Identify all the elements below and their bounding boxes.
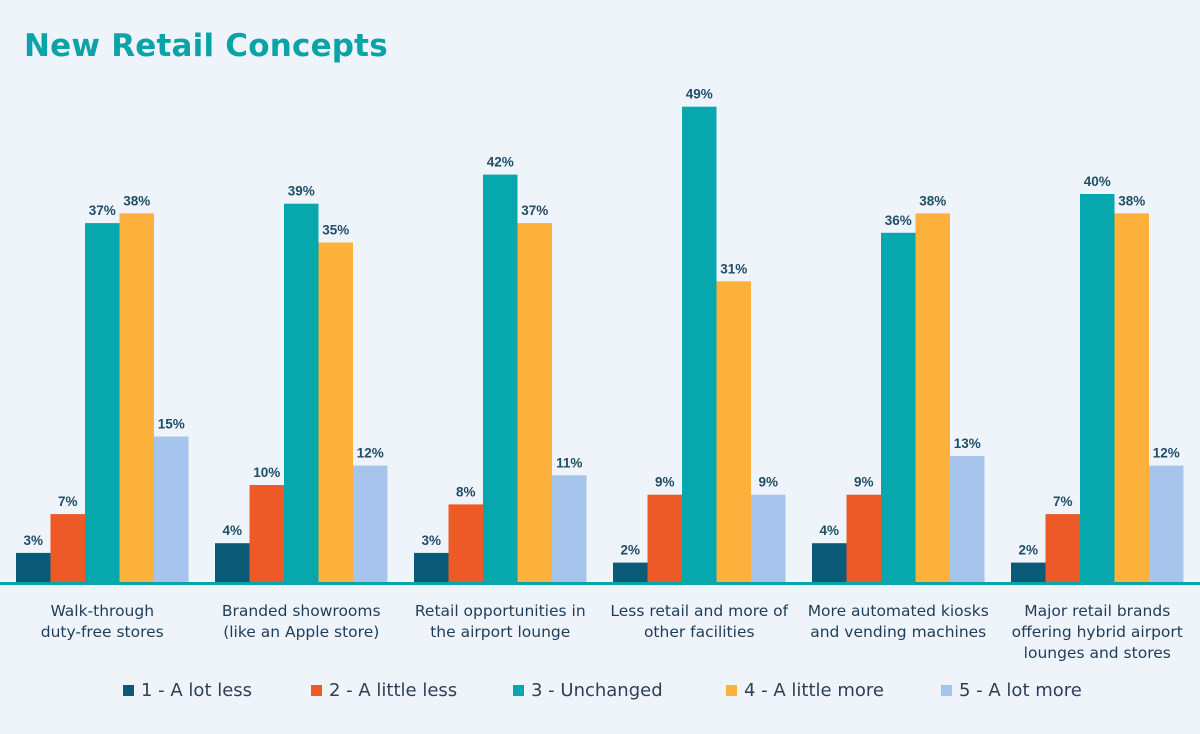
category-label: Major retail brands (1024, 602, 1170, 620)
bar (613, 562, 648, 582)
category-label: the airport lounge (430, 623, 570, 641)
data-label: 13% (954, 436, 981, 451)
data-label: 9% (655, 475, 675, 490)
bar (716, 281, 751, 582)
bar (751, 494, 786, 582)
category-label: Retail opportunities in (415, 602, 586, 620)
bar (50, 514, 85, 582)
bar (1114, 213, 1149, 582)
data-label: 4% (819, 523, 839, 538)
legend-label: 5 - A lot more (959, 680, 1082, 701)
data-label: 10% (253, 465, 280, 480)
bar (85, 223, 120, 582)
category-label: lounges and stores (1024, 644, 1171, 662)
x-axis-line (0, 582, 1200, 585)
bar (881, 232, 916, 583)
data-label: 7% (58, 494, 78, 509)
legend-swatch (513, 685, 524, 696)
legend-label: 4 - A little more (744, 680, 884, 701)
data-label: 42% (487, 155, 514, 170)
bar (1149, 465, 1184, 582)
data-label: 12% (357, 446, 384, 461)
bar (915, 213, 950, 582)
category-label: and vending machines (810, 623, 986, 641)
data-label: 35% (322, 223, 349, 238)
bar (846, 494, 881, 582)
data-label: 31% (720, 261, 747, 276)
bar (1011, 562, 1046, 582)
legend-label: 2 - A little less (329, 680, 458, 701)
data-label: 49% (686, 87, 713, 102)
legend-label: 3 - Unchanged (531, 680, 663, 701)
bar (448, 504, 483, 582)
bar (249, 485, 284, 582)
data-label: 9% (758, 475, 778, 490)
data-label: 11% (556, 455, 582, 470)
bar (682, 106, 717, 582)
data-label: 4% (222, 523, 242, 538)
bar (16, 552, 51, 582)
bar (517, 223, 552, 582)
bar (318, 242, 353, 582)
data-label: 38% (919, 193, 946, 208)
category-label: duty-free stores (41, 623, 164, 641)
category-label: Walk-through (50, 602, 154, 620)
legend-item: 1 - A lot less (123, 680, 252, 701)
data-label: 8% (456, 484, 476, 499)
legend-item: 3 - Unchanged (513, 680, 663, 701)
data-label: 3% (421, 533, 441, 548)
bar (414, 552, 449, 582)
chart-title: New Retail Concepts (24, 28, 388, 64)
bar (1080, 194, 1115, 582)
legend-item: 5 - A lot more (941, 680, 1082, 701)
bar (647, 494, 682, 582)
legend-swatch (726, 685, 737, 696)
data-label: 12% (1153, 446, 1180, 461)
bar (1045, 514, 1080, 582)
category-label: (like an Apple store) (223, 623, 379, 641)
legend-item: 4 - A little more (726, 680, 884, 701)
data-label: 7% (1053, 494, 1073, 509)
data-label: 38% (123, 193, 150, 208)
data-label: 36% (885, 213, 912, 228)
bar (483, 174, 518, 582)
legend-swatch (941, 685, 952, 696)
data-label: 40% (1084, 174, 1111, 189)
bar (215, 543, 250, 582)
data-label: 2% (1018, 543, 1038, 558)
bar (812, 543, 847, 582)
data-label: 9% (854, 475, 874, 490)
legend-swatch (123, 685, 134, 696)
chart-legend: 1 - A lot less 2 - A little less 3 - Uncha… (0, 680, 1200, 706)
category-label: other facilities (644, 623, 755, 641)
legend-label: 1 - A lot less (141, 680, 253, 701)
data-label: 37% (89, 203, 116, 218)
bar (950, 455, 985, 582)
legend-swatch (311, 685, 322, 696)
category-label: Less retail and more of (610, 602, 788, 620)
category-label: offering hybrid airport (1012, 623, 1183, 641)
bar (552, 475, 587, 582)
data-label: 37% (521, 203, 548, 218)
data-label: 2% (620, 543, 640, 558)
data-label: 3% (23, 533, 43, 548)
bar (353, 465, 388, 582)
data-label: 38% (1118, 193, 1145, 208)
category-label: More automated kiosks (808, 602, 989, 620)
legend-item: 2 - A little less (311, 680, 457, 701)
data-label: 39% (288, 184, 315, 199)
category-label: Branded showrooms (222, 602, 381, 620)
data-label: 15% (158, 417, 185, 432)
bar (119, 213, 154, 582)
bar (154, 436, 189, 582)
bar (284, 203, 319, 582)
